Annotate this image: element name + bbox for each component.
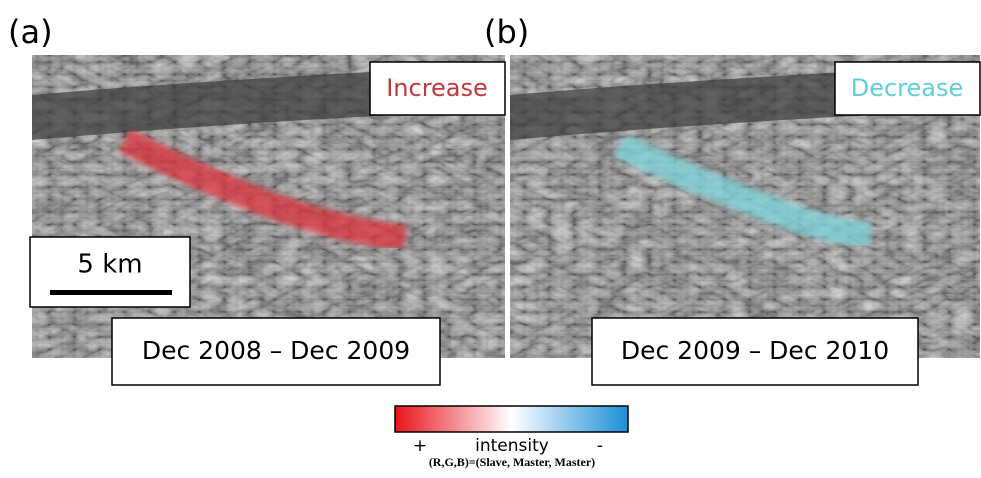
change-label: Decrease [851, 74, 964, 102]
colorbar-gradient [395, 406, 628, 432]
panel-a: Increase 5 km Dec 2008 – Dec 2009 (a) [8, 13, 505, 385]
change-label: Increase [386, 74, 488, 102]
panel-label: (b) [484, 13, 529, 51]
date-label: Dec 2009 – Dec 2010 [621, 336, 889, 365]
scale-bar [50, 290, 172, 295]
colorbar-caption: (R,G,B)=(Slave, Master, Master) [429, 455, 595, 469]
panel-b: Decrease Dec 2009 – Dec 2010 (b) [484, 13, 980, 385]
panel-label: (a) [8, 13, 53, 51]
scale-label: 5 km [77, 250, 142, 280]
date-label: Dec 2008 – Dec 2009 [142, 336, 410, 365]
colorbar-plus: + [413, 436, 427, 456]
colorbar-minus: - [597, 436, 603, 456]
figure: Increase 5 km Dec 2008 – Dec 2009 (a) De… [0, 0, 981, 474]
colorbar: + intensity - (R,G,B)=(Slave, Master, Ma… [395, 406, 628, 469]
colorbar-title: intensity [475, 436, 549, 456]
